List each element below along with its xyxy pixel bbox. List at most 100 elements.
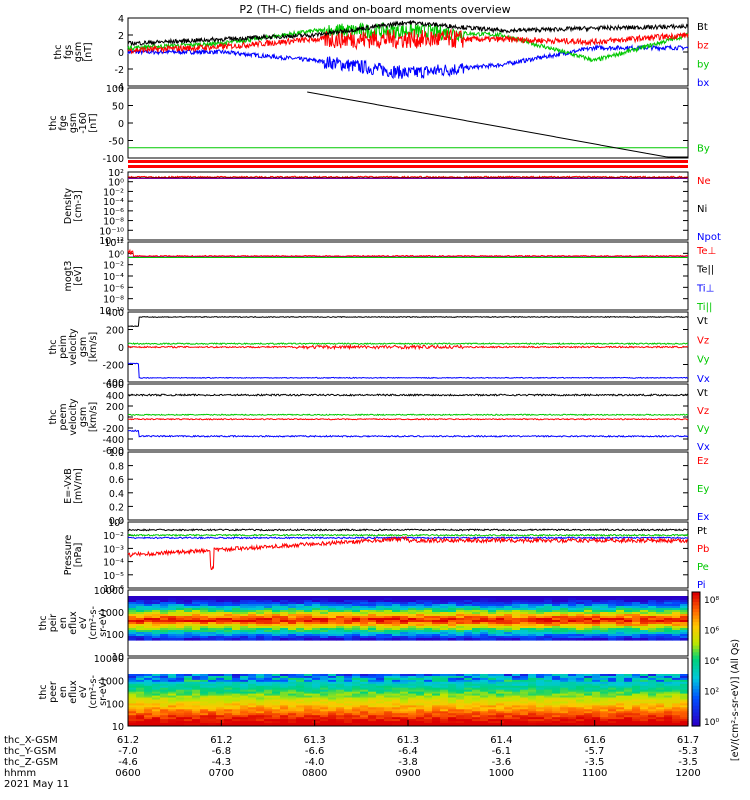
spectrogram-cell (536, 674, 545, 677)
spectrogram-cell (648, 624, 657, 627)
spectrogram-cell (248, 691, 257, 695)
spectrogram-cell (152, 689, 161, 693)
spectrogram-cell (176, 677, 185, 681)
spectrogram-cell (656, 717, 665, 720)
spectrogram-cell (352, 681, 361, 685)
spectrogram-cell (544, 707, 553, 710)
spectrogram-cell (336, 699, 345, 703)
spectrogram-cell (152, 681, 161, 685)
spectrogram-cell (176, 693, 185, 697)
spectrogram-cell (368, 612, 377, 615)
spectrogram-cell (224, 719, 233, 722)
spectrogram-cell (240, 610, 249, 613)
spectrogram-cell (368, 676, 377, 679)
spectrogram-cell (672, 695, 681, 699)
spectrogram-cell (512, 721, 521, 724)
spectrogram-cell (664, 600, 673, 603)
spectrogram-cell (408, 626, 417, 629)
spectrogram-cell (128, 630, 137, 633)
spectrogram-cell (408, 713, 417, 716)
spectrogram-cell (616, 604, 625, 607)
spectrogram-cell (560, 596, 569, 599)
spectrogram-cell (144, 705, 153, 708)
spectrogram-cell (400, 674, 409, 677)
spectrogram-cell (424, 612, 433, 615)
spectrogram-cell (344, 709, 353, 712)
spectrogram-cell (680, 612, 689, 615)
spectrogram-cell (488, 681, 497, 685)
spectrogram-cell (656, 602, 665, 605)
spectrogram-cell (552, 604, 561, 607)
spectrogram-cell (400, 608, 409, 611)
spectrogram-cell (168, 707, 177, 710)
spectrogram-cell (376, 709, 385, 712)
spectrogram-cell (368, 689, 377, 693)
spectrogram-cell (416, 620, 425, 623)
spectrogram-cell (584, 679, 593, 683)
spectrogram-cell (240, 709, 249, 712)
spectrogram-cell (680, 683, 689, 687)
spectrogram-cell (168, 697, 177, 701)
spectrogram-cell (560, 691, 569, 695)
spectrogram-cell (312, 602, 321, 605)
spectrogram-cell (224, 620, 233, 623)
spectrogram-cell (248, 676, 257, 679)
spectrogram-cell (648, 632, 657, 635)
spectrogram-cell (680, 723, 689, 726)
ytick-label-peem: -600 (102, 446, 124, 457)
spectrogram-cell (584, 717, 593, 720)
spectrogram-cell (224, 687, 233, 691)
spectrogram-cell (416, 693, 425, 697)
spectrogram-cell (272, 618, 281, 621)
colorbar-cell (692, 612, 700, 617)
spectrogram-cell (256, 707, 265, 710)
spectrogram-cell (416, 608, 425, 611)
spectrogram-cell (680, 608, 689, 611)
colorbar-cell (692, 602, 700, 606)
spectrogram-cell (648, 616, 657, 619)
spectrogram-cell (600, 687, 609, 691)
spectrogram-cell (600, 693, 609, 697)
spectrogram-cell (376, 701, 385, 705)
spectrogram-cell (144, 606, 153, 609)
spectrogram-cell (656, 679, 665, 683)
chart-title: P2 (TH-C) fields and on-board moments ov… (239, 3, 510, 16)
spectrogram-cell (328, 632, 337, 635)
spectrogram-cell (144, 612, 153, 615)
spectrogram-cell (464, 604, 473, 607)
spectrogram-cell (368, 622, 377, 625)
spectrogram-cell (576, 683, 585, 687)
spectrogram-cell (552, 699, 561, 703)
spectrogram-cell (472, 683, 481, 687)
spectrogram-cell (560, 677, 569, 681)
spectrogram-cell (640, 614, 649, 617)
spectrogram-cell (560, 685, 569, 689)
spectrogram-cell (680, 679, 689, 683)
spectrogram-cell (312, 634, 321, 637)
spectrogram-cell (680, 598, 689, 601)
spectrogram-cell (256, 638, 265, 641)
spectrogram-cell (200, 610, 209, 613)
spectrogram-cell (416, 610, 425, 613)
spectrogram-cell (272, 632, 281, 635)
spectrogram-cell (464, 717, 473, 720)
spectrogram-cell (344, 683, 353, 687)
spectrogram-cell (376, 699, 385, 703)
spectrogram-cell (592, 679, 601, 683)
spectrogram-cell (480, 604, 489, 607)
spectrogram-cell (584, 693, 593, 697)
spectrogram-cell (496, 622, 505, 625)
spectrogram-cell (344, 616, 353, 619)
spectrogram-cell (512, 600, 521, 603)
spectrogram-cell (496, 699, 505, 703)
spectrogram-cell (136, 679, 145, 683)
spectrogram-cell (592, 703, 601, 706)
spectrogram-cell (248, 612, 257, 615)
spectrogram-cell (448, 628, 457, 631)
spectrogram-cell (344, 606, 353, 609)
spectrogram-cell (328, 596, 337, 599)
spectrogram-cell (528, 695, 537, 699)
spectrogram-cell (328, 717, 337, 720)
spectrogram-cell (136, 677, 145, 681)
spectrogram-cell (464, 628, 473, 631)
